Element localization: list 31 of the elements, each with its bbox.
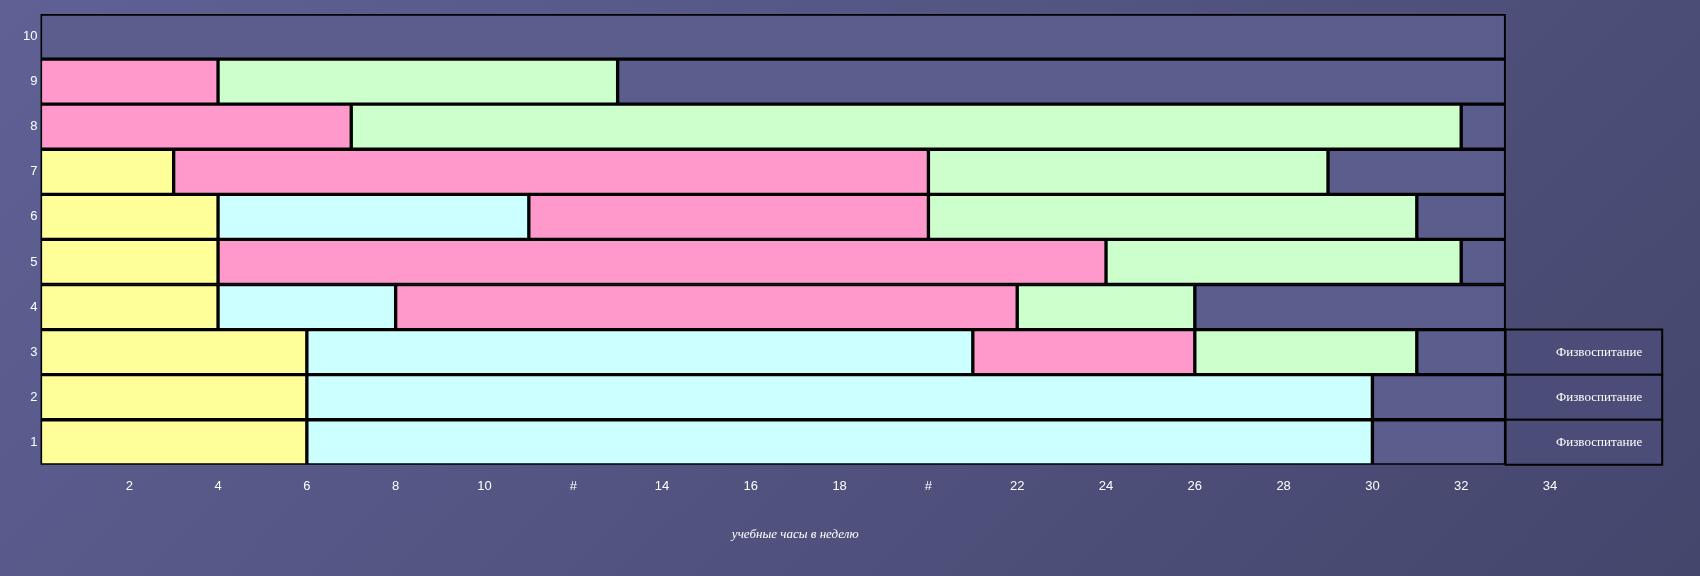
y-tick-label: 4 (30, 298, 38, 314)
x-tick-label: 14 (654, 478, 670, 494)
x-tick-label: # (569, 478, 578, 494)
x-tick-label: 26 (1187, 478, 1203, 494)
y-tick-label: 6 (30, 208, 38, 224)
x-tick-label: 2 (125, 478, 133, 494)
y-tick-label: 10 (22, 28, 38, 44)
y-tick-label: 2 (30, 388, 38, 404)
y-tick-label: 5 (30, 253, 38, 269)
x-tick-label: 34 (1542, 478, 1558, 494)
text: Физвоспитание (1556, 388, 1643, 404)
x-tick-label: 30 (1365, 478, 1380, 494)
x-tick-label: 10 (477, 478, 492, 494)
x-tick-label: 22 (1009, 478, 1025, 494)
series-label: Физвоспитание (1556, 343, 1643, 359)
x-axis-title: учебные часы в неделю (729, 525, 859, 541)
text: Физвоспитание (1556, 433, 1643, 449)
y-tick-label: 8 (30, 118, 38, 134)
x-tick-label: # (924, 478, 933, 494)
x-tick-label: 18 (832, 478, 847, 494)
x-tick-label: 16 (743, 478, 759, 494)
x-tick-label: 6 (303, 478, 311, 494)
x-tick-label: 32 (1453, 478, 1469, 494)
y-tick-label: 7 (30, 163, 38, 179)
y-tick-label: 1 (30, 433, 38, 449)
y-tick-label: 3 (30, 343, 38, 359)
x-tick-label: 8 (392, 478, 400, 494)
x-tick-label: 28 (1276, 478, 1291, 494)
x-tick-label: 24 (1098, 478, 1114, 494)
x-tick-label: 4 (214, 478, 222, 494)
y-tick-label: 9 (30, 73, 38, 89)
